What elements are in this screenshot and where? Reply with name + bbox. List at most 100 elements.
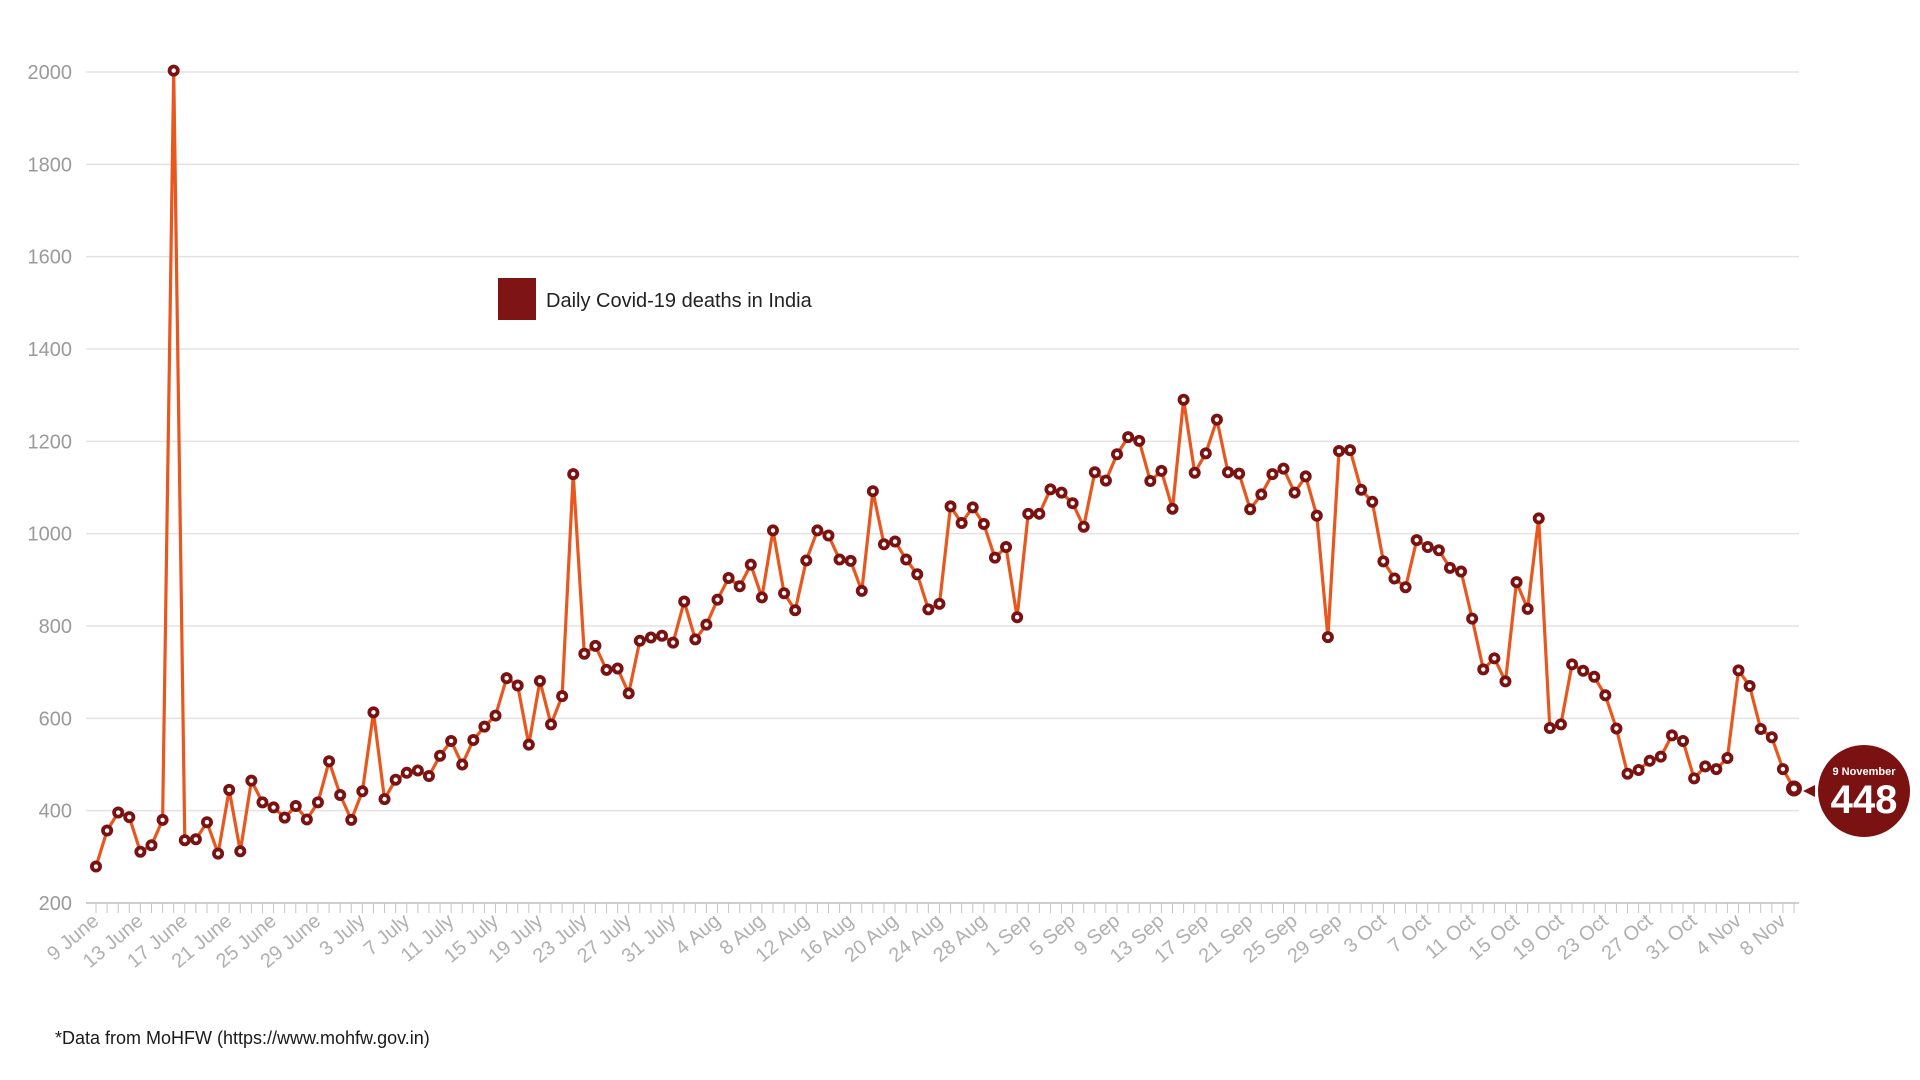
y-tick-label: 1400 bbox=[28, 339, 73, 361]
data-point-center bbox=[715, 597, 720, 602]
data-point-center bbox=[171, 68, 176, 73]
data-point-center bbox=[471, 737, 476, 743]
data-point-center bbox=[204, 820, 210, 825]
data-point-center bbox=[1680, 738, 1686, 744]
data-point-center bbox=[1325, 634, 1331, 640]
data-point-center bbox=[393, 777, 398, 782]
last-value-callout: 9 November 448 bbox=[1803, 745, 1910, 837]
data-point-center bbox=[1347, 447, 1353, 453]
data-point-center bbox=[1170, 506, 1175, 511]
data-point-center bbox=[737, 584, 742, 589]
data-point-center bbox=[249, 778, 254, 783]
data-point-center bbox=[1603, 693, 1608, 698]
data-point-center bbox=[770, 528, 776, 533]
data-point-center bbox=[1658, 754, 1664, 759]
data-point-center bbox=[1181, 397, 1186, 402]
data-point-center bbox=[1481, 667, 1486, 672]
data-point-center bbox=[1547, 725, 1553, 731]
data-point-center bbox=[360, 789, 365, 794]
data-point-center bbox=[1159, 468, 1164, 474]
data-point-center bbox=[1558, 722, 1564, 727]
data-point-center bbox=[1725, 755, 1730, 761]
data-point-center bbox=[1414, 537, 1419, 543]
x-tick-label: 31 Oct bbox=[1642, 910, 1702, 965]
data-point-center bbox=[693, 637, 698, 642]
data-point-center bbox=[1381, 559, 1386, 564]
data-point-center bbox=[1503, 679, 1508, 684]
data-point-center bbox=[127, 814, 132, 820]
data-point-center bbox=[1236, 471, 1242, 476]
data-point-center bbox=[870, 488, 876, 494]
data-point-center bbox=[792, 608, 798, 613]
data-point-center bbox=[593, 643, 598, 649]
data-point-center bbox=[1137, 438, 1142, 444]
data-point-center bbox=[582, 651, 587, 656]
data-point-center bbox=[1292, 490, 1297, 495]
y-tick-label: 1000 bbox=[28, 524, 73, 546]
data-point-center bbox=[1314, 513, 1319, 518]
y-tick-label: 400 bbox=[39, 801, 72, 823]
data-point-center bbox=[937, 601, 942, 607]
data-point-center bbox=[515, 683, 520, 688]
data-point-center bbox=[404, 770, 409, 776]
data-point-center bbox=[1536, 516, 1541, 521]
callout-date: 9 November bbox=[1833, 766, 1897, 778]
data-point-center bbox=[1358, 487, 1364, 493]
data-point-center bbox=[493, 713, 498, 718]
data-point-center bbox=[1370, 499, 1375, 505]
data-point-center bbox=[637, 638, 643, 643]
data-point-center bbox=[1092, 470, 1098, 475]
y-axis-tick-labels: 200 400 600 800 1000 1200 1400 1600 1800 2000 bbox=[28, 62, 73, 915]
data-point-center bbox=[1014, 615, 1020, 620]
data-point-center bbox=[1469, 616, 1475, 621]
data-point-center bbox=[1636, 767, 1641, 773]
data-point-center bbox=[881, 542, 887, 547]
data-point-center bbox=[1647, 758, 1652, 764]
data-point-center bbox=[759, 595, 765, 600]
x-tick-label: 4 Aug bbox=[671, 910, 724, 960]
y-tick-label: 1600 bbox=[28, 247, 73, 269]
data-point-center bbox=[892, 539, 898, 544]
data-point-center bbox=[815, 528, 820, 533]
data-point-center bbox=[1736, 668, 1741, 673]
data-point-center bbox=[903, 557, 909, 562]
x-tick-label: 4 Nov bbox=[1692, 910, 1746, 960]
data-point-center bbox=[304, 817, 310, 822]
data-point-center bbox=[315, 800, 321, 805]
data-point-center bbox=[1103, 478, 1109, 483]
data-point-center bbox=[826, 533, 831, 538]
data-point-center bbox=[415, 768, 421, 773]
data-point-center bbox=[659, 633, 665, 638]
data-point-center bbox=[426, 773, 432, 779]
data-point-center bbox=[1059, 490, 1064, 495]
data-point-center bbox=[1625, 771, 1630, 776]
legend: Daily Covid-19 deaths in India bbox=[498, 278, 813, 320]
data-point-center bbox=[1303, 474, 1308, 479]
data-point-center bbox=[670, 640, 676, 645]
data-point-center bbox=[1114, 452, 1120, 457]
data-point-center bbox=[1758, 726, 1763, 732]
data-point-center bbox=[238, 849, 243, 854]
data-point-center bbox=[1392, 576, 1397, 581]
data-point-center bbox=[1003, 544, 1009, 550]
data-point-center bbox=[1458, 569, 1464, 574]
data-point-center bbox=[571, 471, 576, 477]
data-point-center bbox=[326, 759, 332, 764]
data-point-center bbox=[215, 851, 221, 856]
data-point-center bbox=[1148, 478, 1153, 484]
data-point-center bbox=[1203, 451, 1209, 456]
y-tick-label: 600 bbox=[39, 708, 72, 730]
data-point-center bbox=[548, 722, 554, 727]
data-point-center bbox=[704, 622, 709, 627]
data-point-center bbox=[93, 864, 99, 869]
data-point-center bbox=[1026, 511, 1031, 517]
series-deaths bbox=[90, 64, 1802, 873]
data-point-center bbox=[1403, 585, 1408, 590]
data-point-center bbox=[1037, 511, 1042, 517]
data-point-center bbox=[260, 800, 265, 805]
data-point-center bbox=[1425, 544, 1430, 550]
data-point-center bbox=[271, 805, 276, 810]
data-point-center bbox=[559, 693, 565, 699]
data-point-center bbox=[837, 557, 842, 562]
